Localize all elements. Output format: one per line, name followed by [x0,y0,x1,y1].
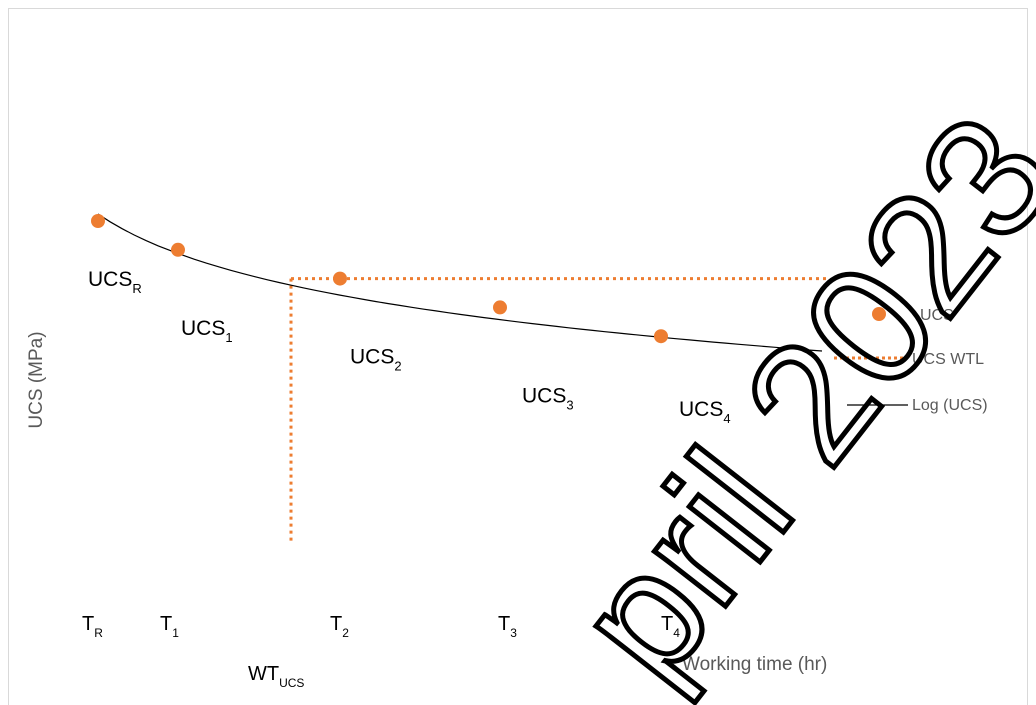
time-tick-1-sub: 1 [172,626,179,640]
time-tick-1: T1 [160,613,179,640]
ucs-label-R: UCSR [88,268,142,296]
time-tick-3-sub: 3 [510,626,517,640]
time-tick-4: T4 [661,613,680,640]
ucs-label-3: UCS3 [522,384,574,412]
ucs-label-3-sub: 3 [566,397,573,412]
legend-ucs-label: UCS [920,307,954,324]
time-tick-3: T3 [498,613,517,640]
ucs-label-R-main: UCS [88,268,132,291]
time-tick-2-sub: 2 [342,626,349,640]
ucs-label-4-main: UCS [679,398,723,421]
time-tick-2: T2 [330,613,349,640]
ucs-label-2-sub: 2 [394,359,401,374]
ucs-label-1-main: UCS [181,317,225,340]
ucs-point-4 [654,329,668,344]
time-tick-2-main: T [330,613,342,635]
chart-frame [8,8,1028,705]
x-axis-title: Working time (hr) [682,654,827,675]
y-axis-title: UCS (MPa) [26,331,47,428]
ucs-label-4-sub: 4 [723,411,730,426]
ucs-label-2: UCS2 [350,346,402,374]
ucs-point-3 [493,300,507,315]
time-tick-R: TR [82,613,103,640]
legend-log-label: Log (UCS) [912,397,988,414]
watermark: pril 2023 [539,82,1036,705]
log-ucs-trendline [97,213,823,352]
wt-ucs-label-sub: UCS [279,676,304,690]
ucs-label-3-main: UCS [522,384,566,407]
time-tick-R-main: T [82,613,94,635]
legend-ucs-marker [872,307,886,321]
wt-ucs-label-main: WT [248,663,279,685]
ucs-label-4: UCS4 [679,398,731,426]
ucs-label-1-sub: 1 [225,330,232,345]
legend-ucs-wtl-label: UCS WTL [912,351,984,368]
ucs-point-1 [171,242,185,257]
legend: UCS UCS WTL Log (UCS) [834,307,988,414]
ucs-label-1: UCS1 [181,317,233,345]
ucs-point-2 [333,271,347,286]
time-tick-3-main: T [498,613,510,635]
ucs-label-R-sub: R [132,281,141,296]
wt-ucs-label: WTUCS [248,663,304,690]
time-tick-R-sub: R [94,626,103,640]
ucs-label-2-main: UCS [350,346,394,369]
time-tick-4-main: T [661,613,673,635]
ucs-point-R [91,214,105,228]
time-tick-1-main: T [160,613,172,635]
time-tick-4-sub: 4 [673,626,680,640]
